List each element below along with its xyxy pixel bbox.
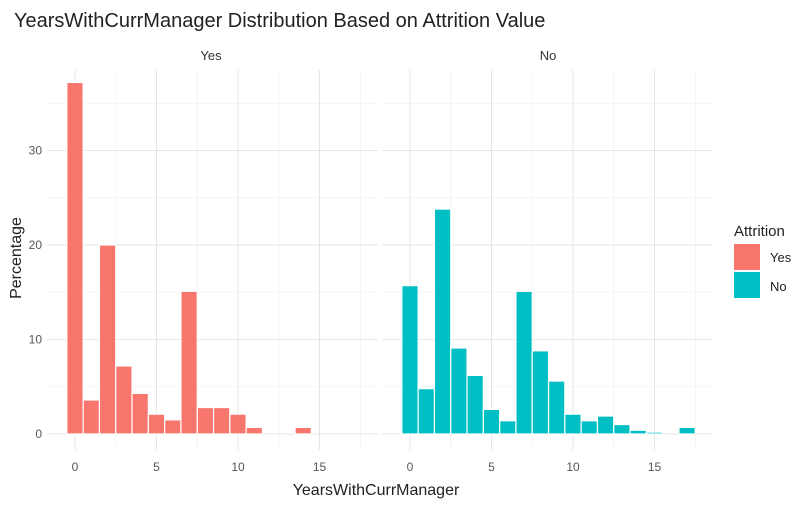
x-tick-label: 0 <box>72 460 79 474</box>
y-axis-ticks: 0 10 20 30 <box>29 144 43 442</box>
bar-no-7 <box>515 290 533 435</box>
legend: Attrition Yes No <box>734 223 792 298</box>
bar-no-14 <box>629 429 647 435</box>
bar-no-8 <box>531 350 550 435</box>
bar-yes-6 <box>164 419 182 435</box>
legend-swatch-yes <box>734 244 760 270</box>
x-tick-label: 15 <box>313 460 327 474</box>
bar-no-1 <box>417 388 436 435</box>
bar-no-10 <box>564 413 582 435</box>
y-axis-label: Percentage <box>8 217 25 299</box>
bar-no-11 <box>580 420 599 435</box>
x-tick-label: 10 <box>231 460 245 474</box>
bar-no-3 <box>450 347 468 435</box>
bar-yes-5 <box>147 413 166 435</box>
bar-yes-10 <box>229 413 247 435</box>
bar-no-5 <box>482 408 501 435</box>
facet-strip-label-no: No <box>540 48 557 63</box>
bar-yes-3 <box>115 365 133 435</box>
facet-no: No 0 5 10 15 <box>382 48 712 474</box>
bar-no-12 <box>596 415 615 435</box>
y-tick-label: 0 <box>35 427 42 441</box>
bar-yes-9 <box>212 406 231 435</box>
bar-yes-7 <box>180 290 198 435</box>
x-tick-label: 5 <box>488 460 495 474</box>
bar-yes-2 <box>98 244 117 435</box>
y-tick-label: 20 <box>29 238 43 252</box>
legend-swatch-no <box>734 272 760 298</box>
chart-title: YearsWithCurrManager Distribution Based … <box>14 10 545 32</box>
bar-yes-11 <box>245 426 264 435</box>
x-tick-label: 10 <box>566 460 580 474</box>
x-axis-label: YearsWithCurrManager <box>293 482 460 499</box>
bar-yes-14 <box>294 426 312 435</box>
y-tick-label: 10 <box>29 333 43 347</box>
facet-yes: Yes 0 5 10 15 <box>47 48 377 474</box>
bar-yes-1 <box>82 399 101 435</box>
y-tick-label: 30 <box>29 144 43 158</box>
bar-no-2 <box>433 208 452 435</box>
bar-no-0 <box>401 285 419 435</box>
legend-label-yes: Yes <box>770 250 792 265</box>
bar-yes-0 <box>66 81 84 435</box>
bar-no-17 <box>678 426 696 435</box>
bar-no-15 <box>645 431 664 435</box>
legend-label-no: No <box>770 279 787 294</box>
x-tick-label: 0 <box>407 460 414 474</box>
bar-no-9 <box>547 380 566 435</box>
bar-yes-4 <box>131 392 149 435</box>
bar-no-6 <box>499 420 517 435</box>
legend-title: Attrition <box>734 223 785 240</box>
bar-no-13 <box>613 423 631 435</box>
bar-yes-8 <box>196 406 215 435</box>
facet-strip-label-yes: Yes <box>200 48 222 63</box>
x-tick-label: 15 <box>648 460 662 474</box>
bar-no-4 <box>466 374 484 435</box>
x-tick-label: 5 <box>153 460 160 474</box>
